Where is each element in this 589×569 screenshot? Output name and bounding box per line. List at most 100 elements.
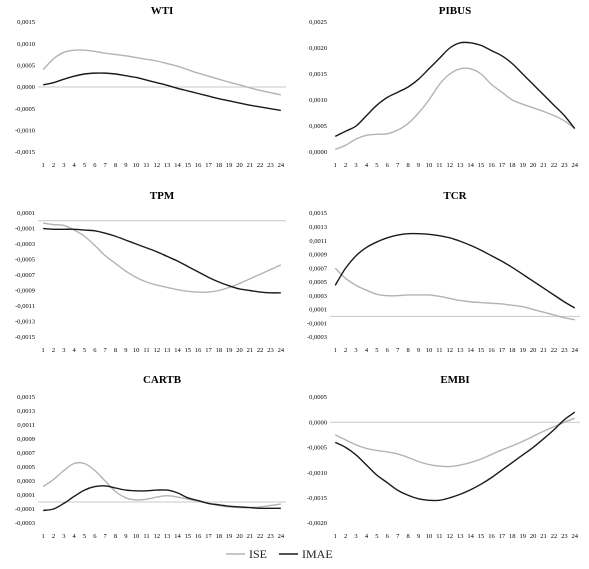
x-tick-label: 12: [447, 347, 454, 354]
y-tick-label: 0,0005: [309, 279, 327, 286]
y-tick-label: 0,0025: [309, 19, 327, 26]
y-tick-label: 0,0015: [309, 71, 327, 78]
x-tick-label: 22: [551, 162, 558, 169]
x-tick-label: 8: [407, 347, 410, 354]
y-tick-label: -0,0011: [15, 303, 35, 310]
x-tick-label: 5: [375, 533, 378, 540]
x-tick-label: 12: [154, 533, 161, 540]
x-tick-label: 9: [417, 162, 420, 169]
x-tick-label: 4: [73, 347, 77, 354]
x-tick-label: 13: [457, 162, 464, 169]
y-tick-label: -0,0005: [15, 257, 35, 264]
x-tick-label: 20: [530, 533, 537, 540]
x-tick-label: 16: [195, 162, 202, 169]
x-tick-label: 23: [267, 162, 274, 169]
panel-tcr: TCR 0,0015 0,0013 0,0011 0,0009 0,0007 0,0005 0…: [307, 190, 580, 354]
x-tick-label: 24: [572, 162, 579, 169]
x-tick-label: 10: [426, 162, 433, 169]
x-tick-label: 9: [417, 533, 420, 540]
x-tick-label: 14: [174, 533, 181, 540]
x-tick-label: 14: [467, 162, 474, 169]
x-tick-label: 3: [354, 347, 357, 354]
x-tick-label: 23: [267, 533, 274, 540]
x-tick-label: 23: [267, 347, 274, 354]
x-tick-label: 6: [93, 533, 97, 540]
series-line-imae: [334, 411, 576, 502]
panel-title: CARTB: [143, 374, 182, 386]
y-tick-label: 0,0015: [309, 210, 327, 217]
x-tick-label: 21: [540, 347, 547, 354]
y-tick-label: -0,0005: [307, 445, 327, 452]
x-tick-label: 23: [561, 162, 568, 169]
panel-pibus: PIBUS 0,0025 0,0020 0,0015 0,0010 0,0005 0,000…: [309, 5, 579, 169]
x-tick-label: 15: [185, 533, 192, 540]
series-line-imae: [334, 232, 576, 309]
x-tick-label: 2: [52, 347, 55, 354]
x-tick-label: 7: [396, 347, 400, 354]
x-tick-label: 19: [519, 162, 526, 169]
x-tick-label: 2: [344, 533, 347, 540]
x-tick-label: 4: [73, 533, 77, 540]
x-tick-label: 14: [174, 162, 181, 169]
y-tick-label: 0,0011: [309, 238, 327, 245]
x-tick-label: 8: [114, 347, 117, 354]
series-line-ise: [334, 417, 576, 468]
x-tick-label: 22: [551, 347, 558, 354]
x-tick-label: 18: [509, 162, 516, 169]
x-tick-label: 17: [499, 162, 506, 169]
panel-cartb: CARTB 0,0015 0,0013 0,0011 0,0009 0,0007 0,000…: [15, 374, 286, 540]
panel-title: EMBI: [440, 374, 469, 386]
y-tick-label: 0,0007: [309, 265, 328, 272]
x-tick-label: 13: [164, 162, 171, 169]
x-tick-label: 18: [509, 533, 516, 540]
x-tick-label: 1: [334, 533, 337, 540]
x-tick-label: 1: [42, 162, 45, 169]
y-tick-label: -0,0005: [15, 106, 35, 113]
y-tick-label: 0,0005: [17, 63, 35, 70]
x-tick-label: 2: [52, 162, 55, 169]
x-tick-label: 24: [278, 162, 285, 169]
x-tick-label: 8: [407, 533, 410, 540]
y-tick-label: -0,0015: [15, 334, 35, 341]
x-tick-label: 4: [365, 347, 369, 354]
x-tick-label: 5: [375, 347, 378, 354]
legend-label-ise: ISE: [249, 547, 267, 561]
series-line-imae: [334, 41, 576, 138]
y-tick-label: 0,0010: [17, 41, 35, 48]
series-line-imae: [43, 72, 281, 112]
y-tick-label: -0,0001: [307, 320, 327, 327]
y-tick-label: 0,0013: [309, 224, 327, 231]
x-tick-label: 13: [164, 533, 171, 540]
y-tick-label: 0,0001: [309, 307, 327, 314]
y-tick-label: -0,0001: [15, 506, 35, 513]
x-tick-label: 13: [457, 347, 464, 354]
x-tick-label: 4: [365, 162, 369, 169]
x-tick-label: 16: [488, 162, 495, 169]
x-tick-label: 12: [447, 162, 454, 169]
x-tick-label: 17: [205, 533, 212, 540]
y-tick-label: 0,0005: [309, 394, 327, 401]
x-tick-label: 9: [124, 162, 127, 169]
x-tick-label: 10: [426, 347, 433, 354]
x-tick-label: 5: [83, 162, 86, 169]
x-tick-label: 9: [124, 533, 127, 540]
panel-title: TPM: [150, 190, 175, 202]
x-tick-label: 20: [530, 162, 537, 169]
x-tick-label: 17: [499, 347, 506, 354]
x-tick-label: 20: [236, 347, 243, 354]
x-tick-label: 24: [278, 533, 285, 540]
panel-title: PIBUS: [439, 5, 471, 17]
series-line-ise: [334, 67, 576, 151]
y-tick-label: 0,0001: [17, 210, 35, 217]
x-tick-label: 12: [154, 347, 161, 354]
x-tick-label: 18: [216, 162, 223, 169]
x-tick-label: 5: [83, 533, 86, 540]
x-tick-label: 1: [334, 347, 337, 354]
y-tick-label: 0,0007: [17, 450, 36, 457]
y-tick-label: -0,0013: [15, 319, 35, 326]
x-tick-label: 15: [478, 162, 485, 169]
x-tick-label: 15: [185, 347, 192, 354]
x-tick-label: 15: [185, 162, 192, 169]
x-tick-label: 3: [62, 347, 65, 354]
